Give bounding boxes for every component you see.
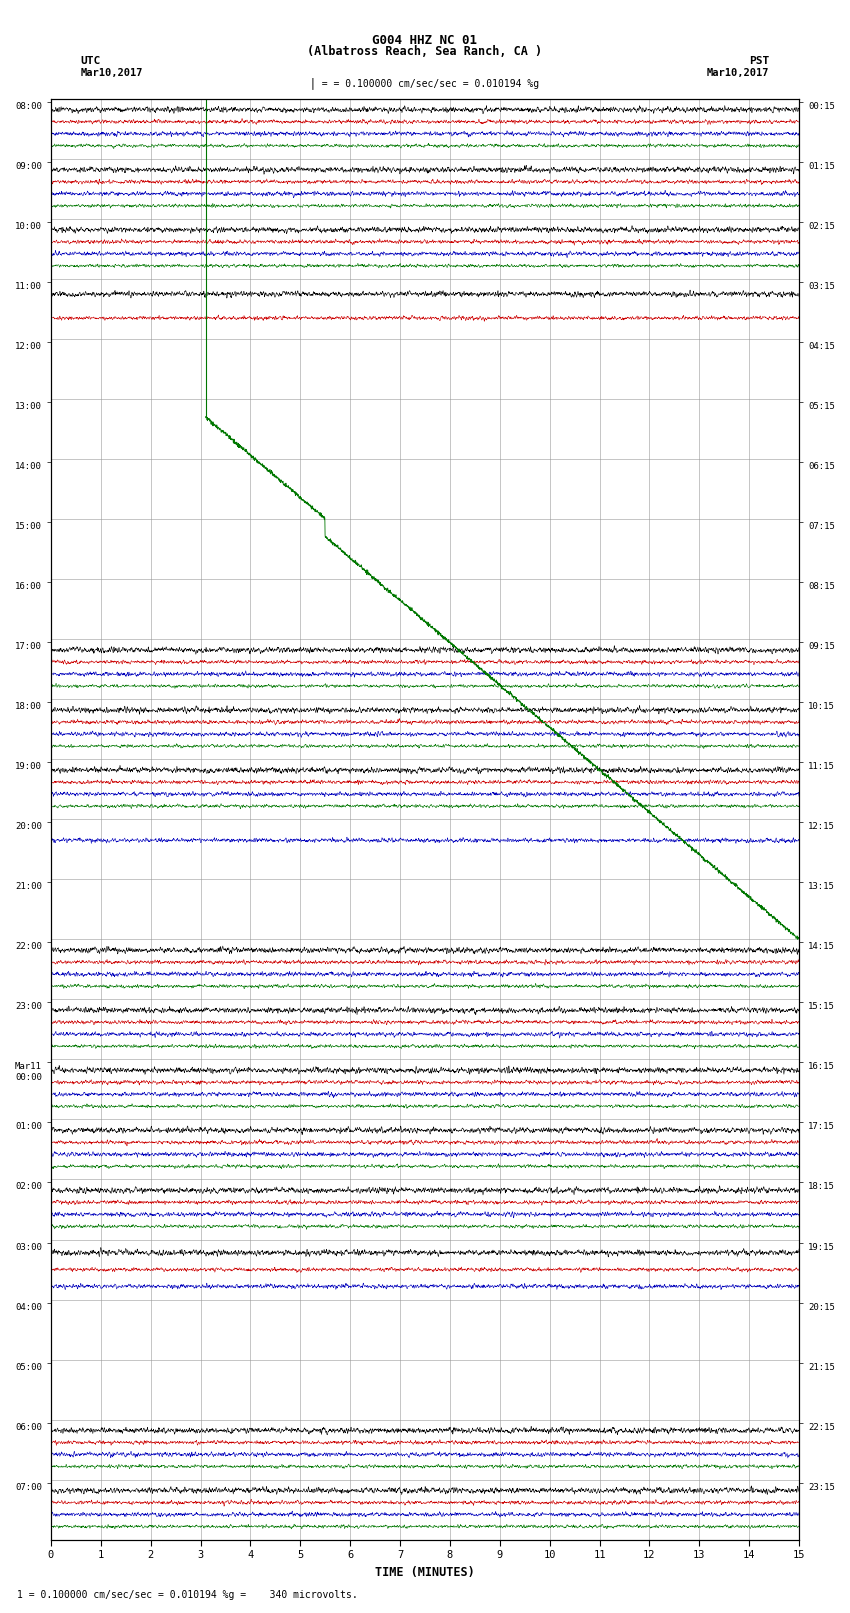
Text: G004 HHZ NC 01: G004 HHZ NC 01 — [372, 34, 478, 47]
X-axis label: TIME (MINUTES): TIME (MINUTES) — [375, 1566, 475, 1579]
Text: 1 = 0.100000 cm/sec/sec = 0.010194 %g =    340 microvolts.: 1 = 0.100000 cm/sec/sec = 0.010194 %g = … — [17, 1590, 358, 1600]
Text: Mar10,2017: Mar10,2017 — [706, 68, 769, 77]
Text: ⎮ = = 0.100000 cm/sec/sec = 0.010194 %g: ⎮ = = 0.100000 cm/sec/sec = 0.010194 %g — [310, 77, 540, 89]
Text: UTC: UTC — [81, 56, 101, 66]
Text: PST: PST — [749, 56, 769, 66]
Text: Mar10,2017: Mar10,2017 — [81, 68, 144, 77]
Text: (Albatross Reach, Sea Ranch, CA ): (Albatross Reach, Sea Ranch, CA ) — [308, 45, 542, 58]
